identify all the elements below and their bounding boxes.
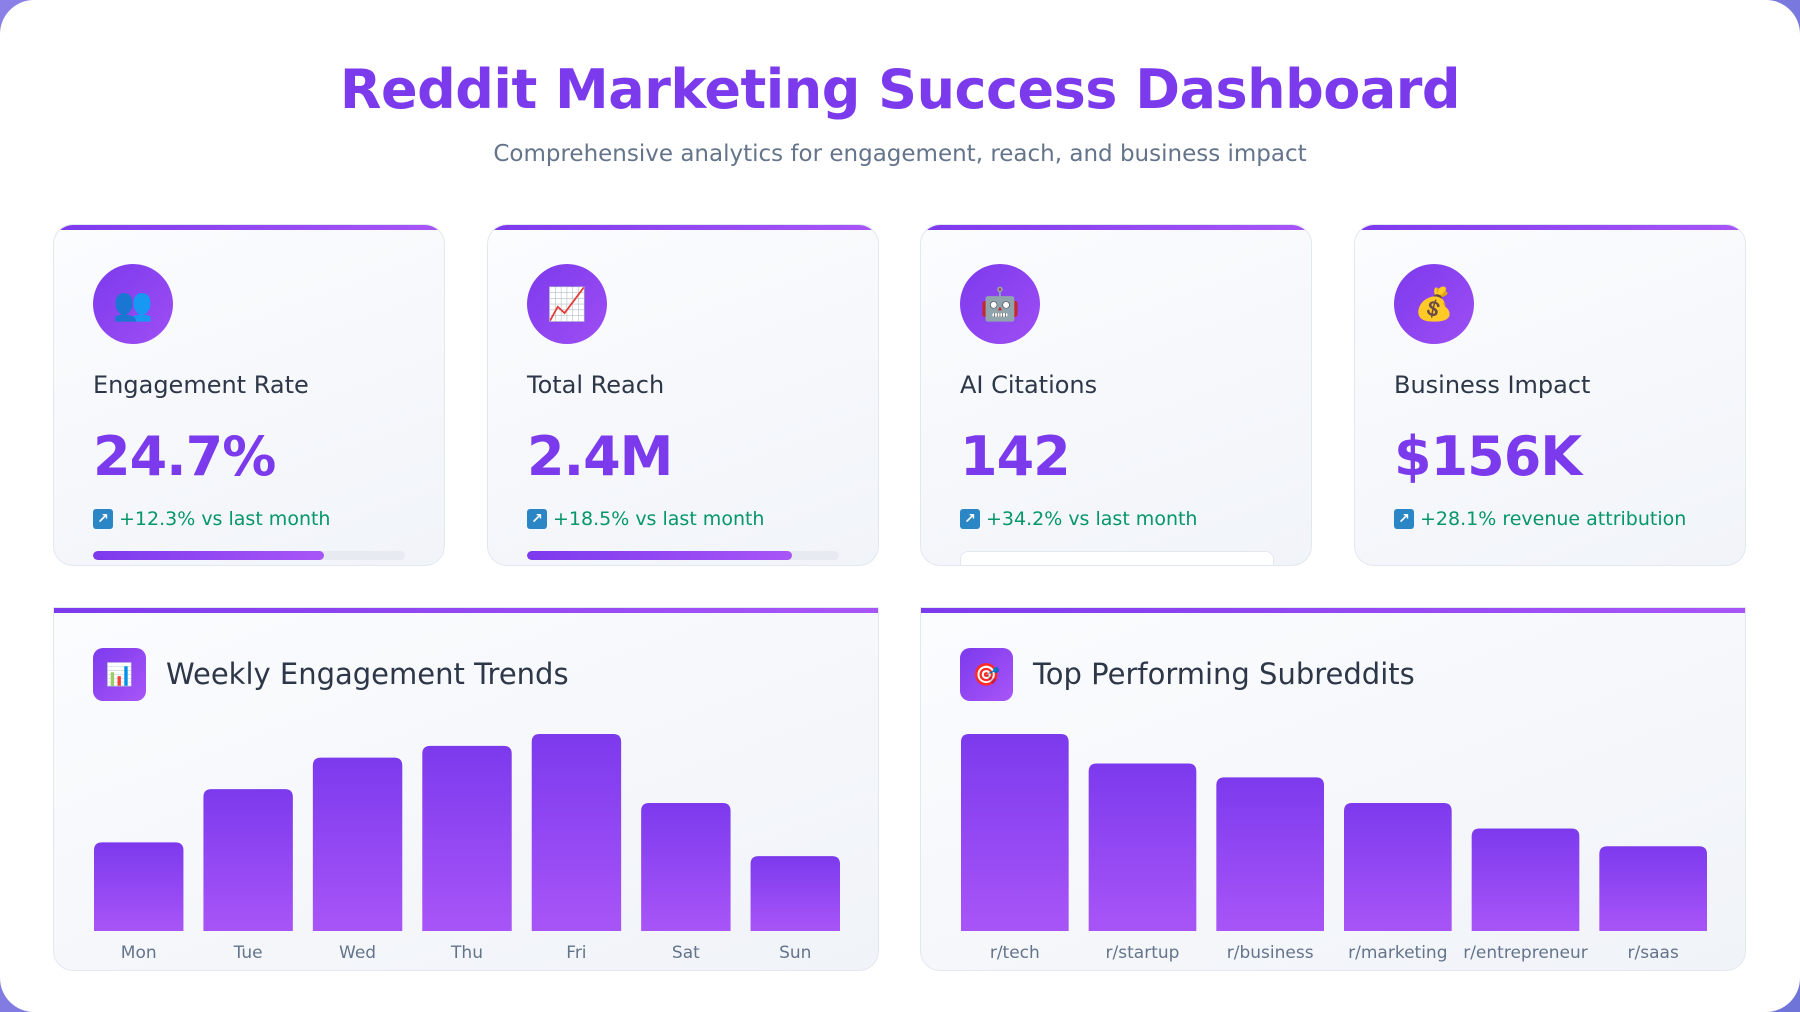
target-icon: 🎯 bbox=[960, 648, 1013, 701]
bar-r-business bbox=[1216, 777, 1324, 931]
robot-icon: 🤖 bbox=[960, 264, 1040, 344]
metric-label: AI Citations bbox=[960, 371, 1098, 399]
panel-title: Top Performing Subreddits bbox=[1033, 657, 1415, 691]
bar-r-startup bbox=[1088, 763, 1197, 931]
bar-r-saas bbox=[1599, 846, 1707, 931]
tick-label: Thu bbox=[450, 943, 483, 963]
panel-title: Weekly Engagement Trends bbox=[166, 657, 569, 691]
bar-tue bbox=[203, 789, 293, 931]
tick-label: r/entrepreneur bbox=[1463, 943, 1588, 963]
metric-change: ↗ +12.3% vs last month bbox=[93, 508, 330, 530]
tick-label: r/saas bbox=[1628, 943, 1679, 963]
money-bag-icon: 💰 bbox=[1394, 264, 1474, 344]
bar-r-tech bbox=[961, 734, 1069, 931]
bar-r-marketing bbox=[1344, 802, 1452, 931]
metric-value: 142 bbox=[960, 425, 1071, 488]
tick-label: Wed bbox=[339, 943, 376, 963]
metric-card-reach: 📈 Total Reach 2.4M ↗ +18.5% vs last mont… bbox=[487, 224, 879, 566]
metric-card-engagement: 👥 Engagement Rate 24.7% ↗ +12.3% vs last… bbox=[53, 224, 445, 566]
progress-bar bbox=[93, 551, 405, 560]
tick-label: Sun bbox=[779, 943, 811, 963]
metric-label: Business Impact bbox=[1394, 371, 1591, 399]
arrow-up-right-icon: ↗ bbox=[1394, 509, 1414, 529]
metric-change: ↗ +34.2% vs last month bbox=[960, 508, 1197, 530]
top-subreddits-chart: r/tech r/startup r/business r/marketing r/en… bbox=[961, 734, 1707, 963]
empty-progress-box bbox=[960, 551, 1274, 565]
trending-chart-icon: 📈 bbox=[527, 264, 607, 344]
top-subreddits-panel: 🎯 Top Performing Subreddits r/tech r/star… bbox=[920, 607, 1746, 971]
progress-fill bbox=[93, 551, 324, 560]
bar-fri bbox=[531, 734, 622, 931]
weekly-engagement-panel: 📊 Weekly Engagement Trends Mon Tue Wed Thu F… bbox=[53, 607, 879, 971]
metric-card-business-impact: 💰 Business Impact $156K ↗ +28.1% revenue… bbox=[1354, 224, 1746, 566]
page-subtitle: Comprehensive analytics for engagement, … bbox=[493, 141, 1307, 167]
tick-label: Mon bbox=[121, 943, 157, 963]
bar-mon bbox=[94, 842, 184, 931]
users-icon: 👥 bbox=[93, 264, 173, 344]
progress-fill bbox=[527, 551, 793, 560]
bar-sat bbox=[641, 802, 731, 931]
tick-label: r/business bbox=[1227, 943, 1314, 963]
tick-label: r/startup bbox=[1106, 943, 1180, 963]
metric-label: Engagement Rate bbox=[93, 371, 309, 399]
tick-label: Tue bbox=[233, 943, 263, 963]
tick-label: Sat bbox=[672, 943, 700, 963]
metric-value: 2.4M bbox=[527, 425, 673, 488]
metric-card-ai-citations: 🤖 AI Citations 142 ↗ +34.2% vs last mont… bbox=[920, 224, 1312, 566]
progress-bar bbox=[527, 551, 839, 560]
weekly-engagement-chart: Mon Tue Wed Thu Fri Sat Sun bbox=[94, 734, 840, 963]
page-title: Reddit Marketing Success Dashboard bbox=[339, 58, 1461, 121]
bar-r-entrepreneur bbox=[1471, 828, 1580, 931]
arrow-up-right-icon: ↗ bbox=[960, 509, 980, 529]
metric-change: ↗ +28.1% revenue attribution bbox=[1394, 508, 1686, 530]
bar-thu bbox=[422, 745, 512, 931]
tick-label: Fri bbox=[566, 943, 586, 963]
metric-value: 24.7% bbox=[93, 425, 276, 488]
metric-change: ↗ +18.5% vs last month bbox=[527, 508, 764, 530]
bar-wed bbox=[312, 757, 403, 931]
bar-chart-icon: 📊 bbox=[93, 648, 146, 701]
metric-label: Total Reach bbox=[527, 371, 665, 399]
arrow-up-right-icon: ↗ bbox=[93, 509, 113, 529]
tick-label: r/tech bbox=[990, 943, 1040, 963]
bar-sun bbox=[750, 856, 840, 931]
metric-value: $156K bbox=[1394, 425, 1582, 488]
arrow-up-right-icon: ↗ bbox=[527, 509, 547, 529]
tick-label: r/marketing bbox=[1348, 943, 1447, 963]
